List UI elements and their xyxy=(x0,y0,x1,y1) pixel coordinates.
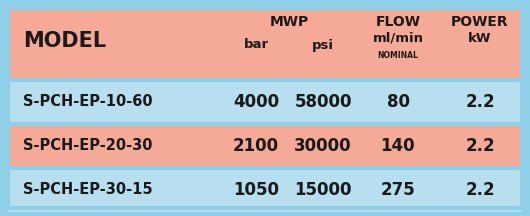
Text: 58000: 58000 xyxy=(294,93,352,111)
Text: POWER: POWER xyxy=(451,15,509,29)
Text: bar: bar xyxy=(243,38,269,51)
Text: 2.2: 2.2 xyxy=(465,181,495,199)
Bar xyxy=(8,8,522,80)
Bar xyxy=(8,80,522,124)
Text: 2.2: 2.2 xyxy=(465,93,495,111)
Text: 80: 80 xyxy=(386,93,410,111)
Text: 2.2: 2.2 xyxy=(465,137,495,155)
Text: 140: 140 xyxy=(381,137,416,155)
Text: psi: psi xyxy=(312,38,334,51)
Text: 4000: 4000 xyxy=(233,93,279,111)
Text: kW: kW xyxy=(468,32,492,44)
Text: 15000: 15000 xyxy=(294,181,352,199)
Text: 275: 275 xyxy=(381,181,416,199)
Text: S-PCH-EP-30-15: S-PCH-EP-30-15 xyxy=(23,183,153,197)
Text: NOMINAL: NOMINAL xyxy=(377,51,419,59)
Text: 2100: 2100 xyxy=(233,137,279,155)
Text: 1050: 1050 xyxy=(233,181,279,199)
Bar xyxy=(8,168,522,212)
Text: MODEL: MODEL xyxy=(23,31,106,51)
Bar xyxy=(8,124,522,168)
Text: S-PCH-EP-10-60: S-PCH-EP-10-60 xyxy=(23,95,153,110)
Text: FLOW: FLOW xyxy=(375,15,420,29)
Text: ml/min: ml/min xyxy=(373,32,423,44)
Text: S-PCH-EP-20-30: S-PCH-EP-20-30 xyxy=(23,138,153,154)
Text: MWP: MWP xyxy=(270,15,309,29)
Text: 30000: 30000 xyxy=(294,137,352,155)
